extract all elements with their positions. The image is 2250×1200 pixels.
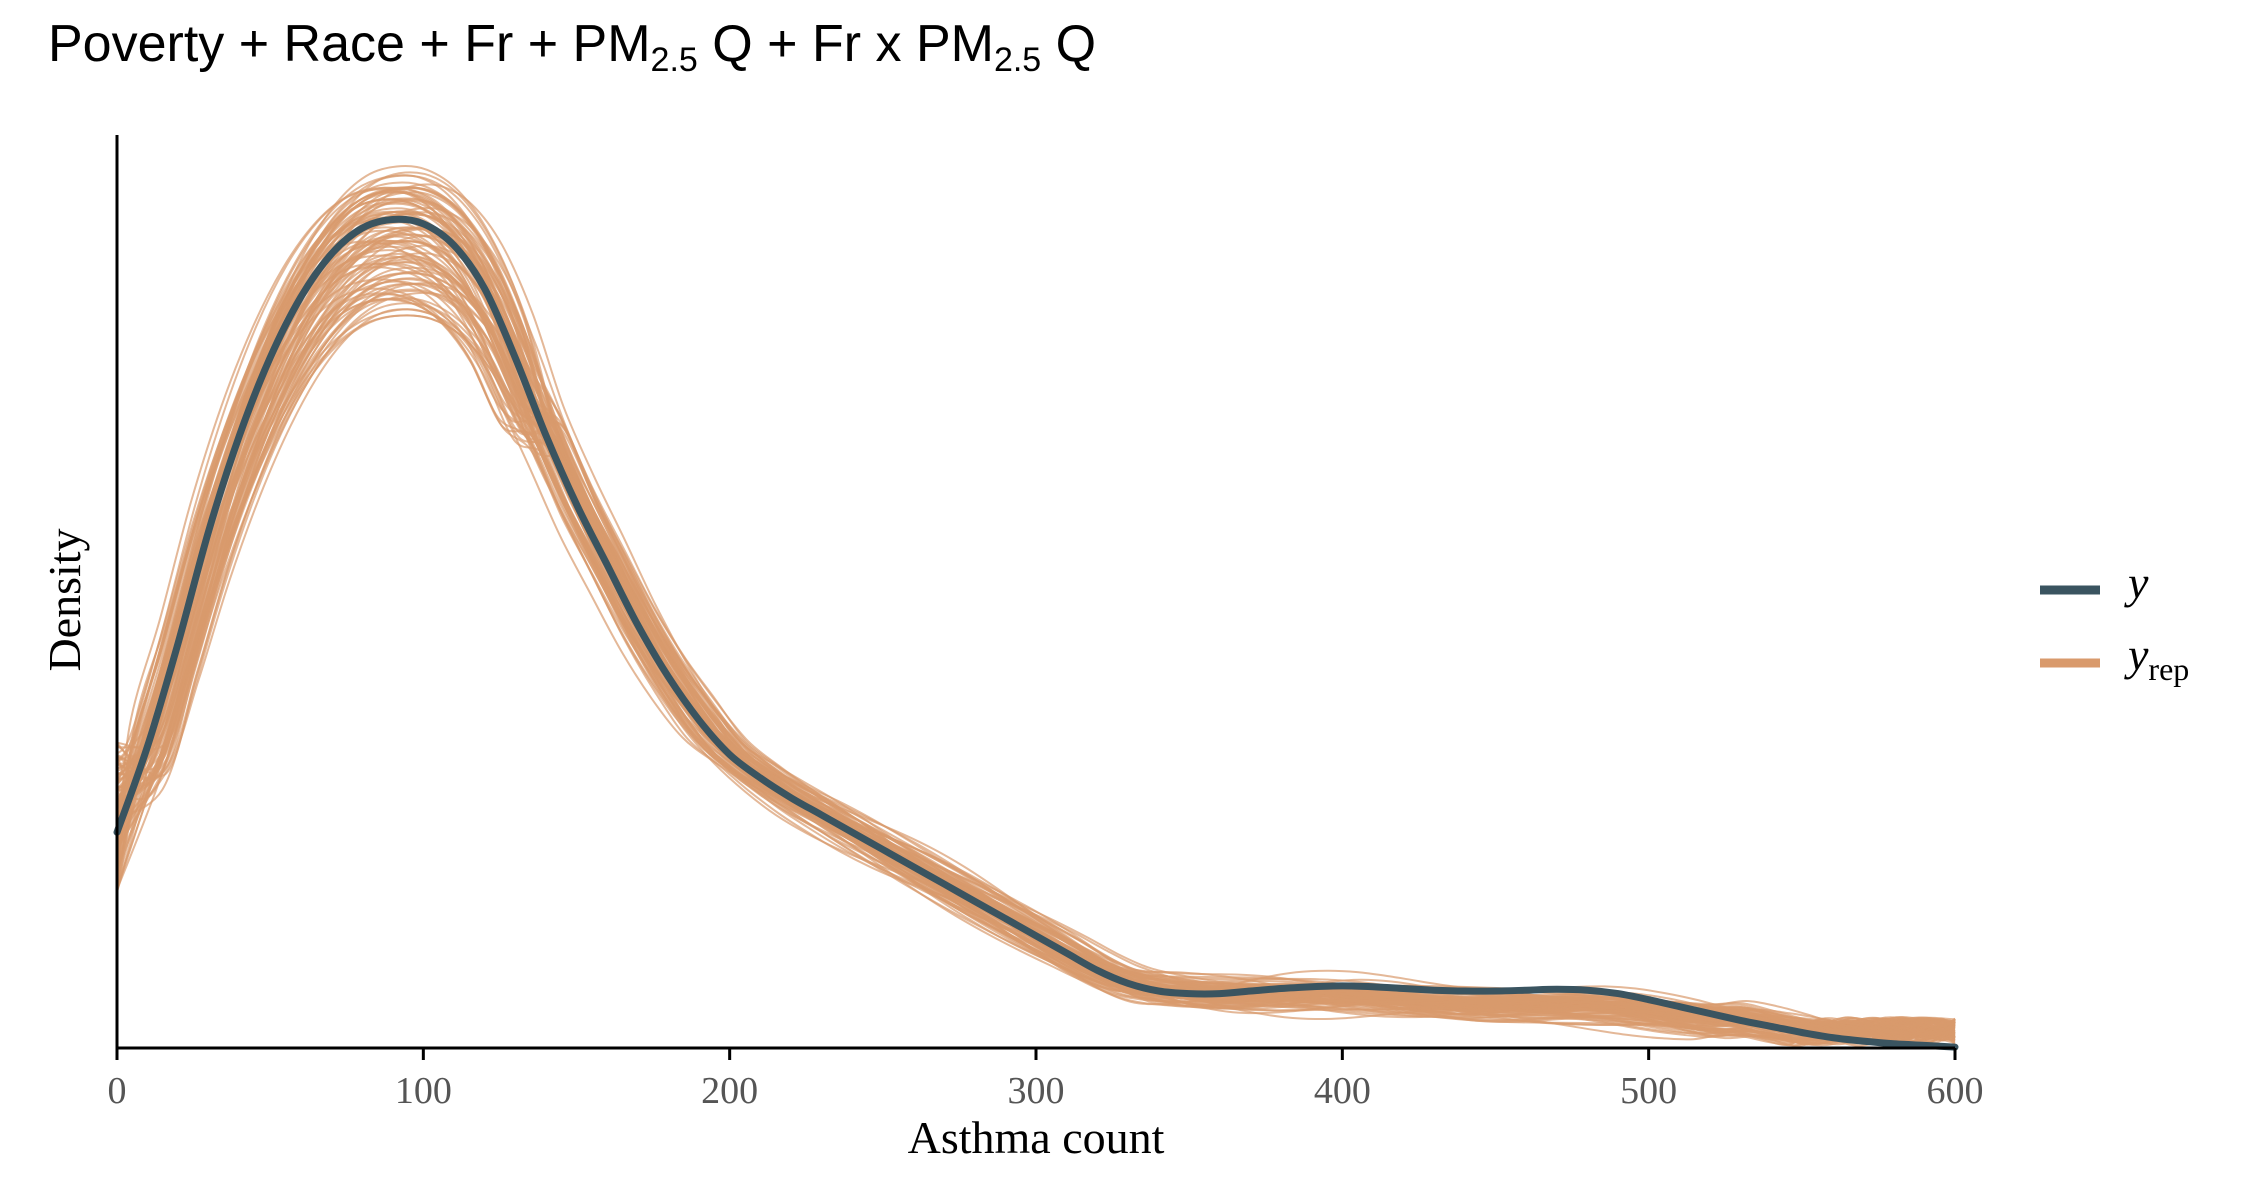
x-tick-label: 0: [108, 1070, 127, 1112]
x-ticks: 0 100 200 300 400 500 600: [108, 1048, 1984, 1112]
series-line-yrep: [116, 211, 1956, 1046]
x-tick-label: 100: [395, 1070, 452, 1112]
legend-label-yrep: yrep: [2124, 629, 2189, 687]
series-line-yrep: [116, 266, 1956, 1041]
x-tick-label: 500: [1620, 1070, 1677, 1112]
legend: y yrep: [2040, 557, 2189, 687]
x-tick-label: 400: [1314, 1070, 1371, 1112]
series-line-yrep: [116, 202, 1956, 1040]
series-line-yrep: [116, 215, 1956, 1038]
series-line-yrep: [116, 211, 1956, 1039]
series-line-yrep: [116, 197, 1956, 1035]
series-line-yrep: [116, 212, 1956, 1045]
x-tick-label: 200: [701, 1070, 758, 1112]
x-axis-label: Asthma count: [908, 1112, 1165, 1163]
series-line-yrep: [116, 186, 1956, 1037]
yrep-series-group: [116, 165, 1956, 1047]
y-axis-label: Density: [39, 528, 90, 671]
x-tick-label: 600: [1927, 1070, 1984, 1112]
series-line-yrep: [116, 217, 1956, 1034]
x-tick-label: 300: [1008, 1070, 1065, 1112]
legend-label-y: y: [2124, 557, 2149, 608]
series-line-y: [113, 215, 1959, 1051]
chart-title: Poverty + Race + Fr + PM2.5 Q + Fr x PM2…: [48, 15, 1097, 79]
